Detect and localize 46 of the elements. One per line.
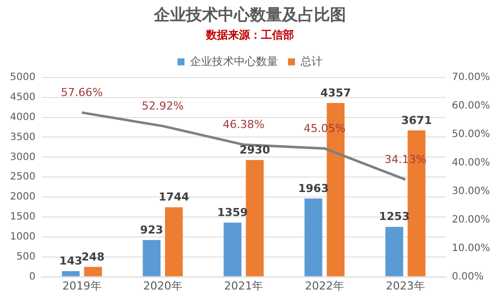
- data-label: 52.92%: [142, 99, 184, 112]
- x-tick-label: 2022年: [305, 279, 344, 292]
- y2-tick-label: 60.00%: [452, 100, 490, 112]
- y-tick-label: 4500: [10, 92, 36, 103]
- legend-label: 企业技术中心数量: [190, 54, 278, 68]
- y2-tick-label: 50.00%: [452, 128, 490, 140]
- y2-tick-label: 70.00%: [452, 72, 490, 83]
- y-tick-label: 5000: [10, 72, 36, 83]
- data-label: 46.38%: [222, 118, 265, 132]
- data-label: 1744: [158, 190, 190, 204]
- y-tick-label: 0: [29, 271, 36, 282]
- data-label: 143: [59, 254, 82, 268]
- y-tick-label: 1000: [10, 232, 36, 243]
- y2-tick-label: 40.00%: [452, 157, 490, 168]
- y-tick-label: 500: [16, 251, 36, 262]
- y2-tick-label: 10.00%: [452, 242, 490, 254]
- x-tick-label: 2023年: [386, 279, 425, 292]
- x-tick-label: 2019年: [62, 279, 102, 292]
- data-label: 3671: [401, 114, 432, 127]
- y2-tick-label: 30.00%: [452, 186, 490, 197]
- x-tick-label: 2021年: [224, 279, 264, 292]
- legend-label: 总计: [300, 54, 322, 68]
- data-label: 4357: [320, 86, 351, 100]
- data-label: 248: [82, 250, 104, 264]
- data-label: 2930: [239, 143, 270, 156]
- bar: [224, 222, 242, 276]
- y2-tick-label: 0.00%: [452, 271, 484, 282]
- data-label: 923: [140, 223, 164, 236]
- bar: [142, 240, 161, 276]
- y-tick-label: 2500: [10, 172, 36, 183]
- y-tick-label: 4000: [10, 112, 36, 123]
- y-tick-label: 1500: [10, 212, 36, 223]
- y2-tick-label: 20.00%: [452, 214, 490, 226]
- y-tick-label: 2000: [10, 192, 36, 203]
- bar: [62, 271, 80, 276]
- y-tick-label: 3000: [10, 152, 36, 163]
- bar: [385, 226, 404, 276]
- bar: [304, 198, 322, 276]
- bar: [84, 266, 102, 276]
- bar: [165, 207, 183, 276]
- chart-subtitle: 数据来源：工信部: [205, 28, 294, 42]
- chart-title: 企业技术中心数量及占比图: [153, 4, 346, 24]
- y-tick-label: 3500: [10, 132, 36, 143]
- bar: [246, 160, 264, 276]
- x-tick-label: 2020年: [143, 279, 182, 292]
- data-label: 57.66%: [60, 86, 103, 99]
